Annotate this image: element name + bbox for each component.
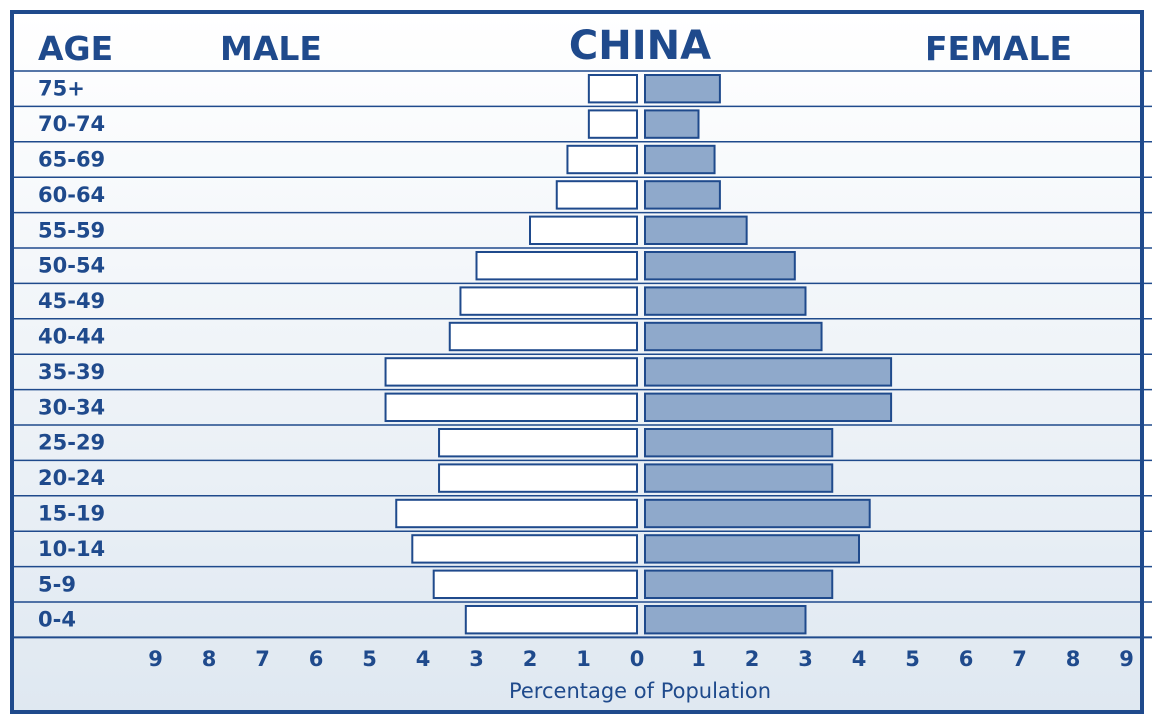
female-bar bbox=[644, 74, 721, 104]
male-bar bbox=[529, 215, 638, 246]
x-tick-label: 6 bbox=[309, 647, 324, 671]
male-bar bbox=[384, 357, 638, 387]
female-bar bbox=[644, 251, 796, 281]
female-bar bbox=[644, 534, 860, 564]
age-group-label: 35-39 bbox=[38, 360, 105, 384]
male-bar bbox=[411, 534, 638, 564]
age-group-label: 65-69 bbox=[38, 148, 105, 172]
male-bar bbox=[459, 286, 639, 316]
x-tick-label: 1 bbox=[691, 647, 706, 671]
male-bar bbox=[438, 463, 638, 493]
x-tick-label: 2 bbox=[523, 647, 538, 671]
x-tick-label: 3 bbox=[798, 647, 813, 671]
age-group-label: 25-29 bbox=[38, 431, 105, 455]
x-tick-label: 0 bbox=[630, 647, 645, 671]
female-bars bbox=[644, 74, 893, 635]
x-tick-label: 8 bbox=[202, 647, 217, 671]
x-tick-label: 8 bbox=[1066, 647, 1081, 671]
male-bar bbox=[566, 144, 639, 175]
male-bar bbox=[555, 180, 638, 210]
female-bar bbox=[644, 180, 721, 210]
age-group-label: 55-59 bbox=[38, 218, 105, 242]
female-bar bbox=[644, 215, 748, 246]
female-bar bbox=[644, 605, 807, 635]
x-tick-label: 4 bbox=[852, 647, 867, 671]
female-bar bbox=[644, 428, 834, 458]
age-group-label: 30-34 bbox=[38, 395, 105, 419]
x-tick-label: 6 bbox=[959, 647, 974, 671]
age-group-label: 45-49 bbox=[38, 289, 105, 313]
age-group-label: 5-9 bbox=[38, 572, 76, 596]
age-group-label: 20-24 bbox=[38, 466, 105, 490]
male-bar bbox=[395, 498, 638, 529]
male-bar bbox=[432, 569, 639, 599]
x-tick-label: 2 bbox=[745, 647, 760, 671]
male-bar bbox=[464, 605, 638, 635]
male-bar bbox=[384, 392, 638, 423]
female-bar bbox=[644, 498, 871, 529]
row-bands bbox=[14, 70, 1152, 639]
chart-border bbox=[10, 10, 1144, 714]
x-axis-ticks: 9 8 7 6 5 4 3 2 1 0 1 2 3 4 5 6 7 8 9 bbox=[148, 647, 1134, 671]
male-bars bbox=[384, 74, 639, 635]
age-group-label: 75+ bbox=[38, 77, 85, 101]
male-bar bbox=[587, 74, 638, 104]
x-tick-label: 9 bbox=[148, 647, 163, 671]
age-group-label: 50-54 bbox=[38, 254, 105, 278]
x-tick-label: 1 bbox=[576, 647, 591, 671]
x-tick-label: 4 bbox=[416, 647, 431, 671]
male-bar bbox=[475, 251, 638, 281]
female-bar bbox=[644, 144, 716, 175]
x-tick-label: 5 bbox=[362, 647, 377, 671]
x-tick-label: 9 bbox=[1119, 647, 1134, 671]
age-group-label: 15-19 bbox=[38, 502, 105, 526]
female-bar bbox=[644, 569, 834, 599]
x-axis-title: Percentage of Population bbox=[509, 679, 771, 703]
female-bar bbox=[644, 286, 807, 316]
female-bar bbox=[644, 109, 700, 139]
male-header: MALE bbox=[220, 29, 322, 68]
age-group-label: 60-64 bbox=[38, 183, 105, 207]
male-bar bbox=[587, 109, 638, 139]
female-header: FEMALE bbox=[925, 29, 1072, 68]
female-bar bbox=[644, 392, 893, 423]
age-group-label: 40-44 bbox=[38, 325, 105, 349]
age-group-label: 70-74 bbox=[38, 112, 105, 136]
female-bar bbox=[644, 321, 823, 352]
female-bar bbox=[644, 357, 893, 387]
age-labels: 75+ 70-74 65-69 60-64 55-59 50-54 45-49 40-44 35… bbox=[38, 77, 105, 632]
female-bar bbox=[644, 463, 834, 493]
x-tick-label: 7 bbox=[255, 647, 270, 671]
chart-title: CHINA bbox=[569, 23, 711, 69]
x-tick-label: 7 bbox=[1012, 647, 1027, 671]
age-group-label: 0-4 bbox=[38, 608, 76, 632]
x-tick-label: 5 bbox=[905, 647, 920, 671]
male-bar bbox=[448, 321, 638, 352]
age-header: AGE bbox=[38, 29, 113, 68]
male-bar bbox=[438, 428, 638, 458]
x-tick-label: 3 bbox=[469, 647, 484, 671]
age-group-label: 10-14 bbox=[38, 537, 105, 561]
